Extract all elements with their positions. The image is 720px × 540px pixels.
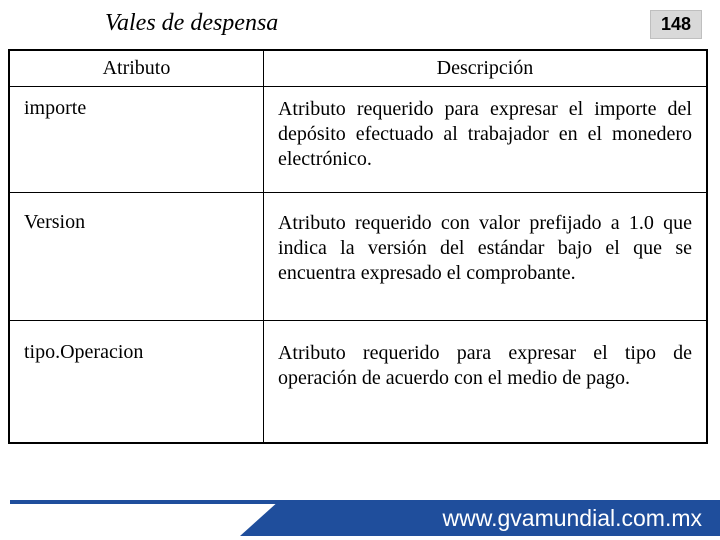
page-title: Vales de despensa <box>105 10 720 37</box>
description-cell: Atributo requerido para expresar el impo… <box>263 87 707 193</box>
table-header-row: Atributo Descripción <box>9 50 707 87</box>
attribute-cell: tipo.Operacion <box>9 321 263 443</box>
description-cell: Atributo requerido para expresar el tipo… <box>263 321 707 443</box>
attribute-cell: importe <box>9 87 263 193</box>
table-row: Version Atributo requerido con valor pre… <box>9 193 707 321</box>
table-row: tipo.Operacion Atributo requerido para e… <box>9 321 707 443</box>
col-header-description: Descripción <box>263 50 707 87</box>
page-header: Vales de despensa 148 <box>0 0 720 41</box>
footer-shape: www.gvamundial.com.mx <box>280 500 720 536</box>
attribute-cell: Version <box>9 193 263 321</box>
col-header-attribute: Atributo <box>9 50 263 87</box>
page-number-badge: 148 <box>650 10 702 39</box>
table-row: importe Atributo requerido para expresar… <box>9 87 707 193</box>
footer-url: www.gvamundial.com.mx <box>443 505 702 532</box>
description-cell: Atributo requerido con valor prefijado a… <box>263 193 707 321</box>
attributes-table: Atributo Descripción importe Atributo re… <box>8 49 708 444</box>
